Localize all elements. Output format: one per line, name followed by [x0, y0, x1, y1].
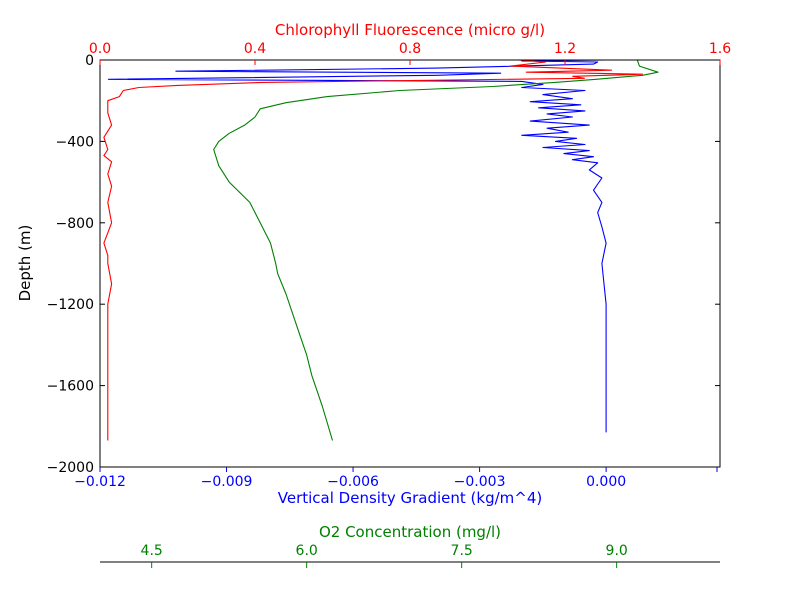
depth-tick-label: −1200 — [47, 297, 94, 313]
tick-layer: 0 −400 −800 −1200 −1600 −2000−0.012 −0.009 −0.0… — [47, 41, 731, 568]
density-series-line — [107, 59, 607, 433]
plot-frame — [99, 59, 721, 468]
depth-tick-label: −2000 — [47, 460, 94, 476]
chlorophyll-tick-label: 0.4 — [244, 41, 266, 57]
chlorophyll-tick-label: 0.8 — [399, 41, 421, 57]
density-tick-label: −0.003 — [454, 474, 506, 490]
density-tick-label: −0.012 — [74, 474, 126, 490]
oxygen-series-line — [213, 59, 659, 441]
density-tick-label: 0.000 — [586, 474, 626, 490]
depth-axis-title: Depth (m) — [16, 225, 34, 302]
depth-tick-label: −400 — [56, 134, 94, 150]
oxygen-tick-label: 7.5 — [451, 543, 473, 559]
chlorophyll-axis-title: Chlorophyll Fluorescence (micro g/l) — [275, 21, 545, 39]
density-tick-label: −0.006 — [327, 474, 379, 490]
depth-tick-label: −800 — [56, 216, 94, 232]
depth-tick-label: −1600 — [47, 379, 94, 395]
oxygen-tick-label: 4.5 — [141, 543, 163, 559]
oxygen-tick-label: 6.0 — [296, 543, 318, 559]
chlorophyll-tick-label: 1.2 — [554, 41, 576, 57]
oxygen-tick-label: 9.0 — [606, 543, 628, 559]
series-layer — [103, 59, 659, 441]
chlorophyll-series-line — [103, 59, 644, 441]
chlorophyll-tick-label: 1.6 — [709, 41, 731, 57]
density-axis-title: Vertical Density Gradient (kg/m^4) — [278, 489, 542, 507]
density-tick-label: −0.009 — [201, 474, 253, 490]
depth-tick-label: 0 — [85, 53, 94, 69]
chlorophyll-tick-label: 0.0 — [89, 41, 111, 57]
oxygen-axis-title: O2 Concentration (mg/l) — [319, 523, 501, 541]
